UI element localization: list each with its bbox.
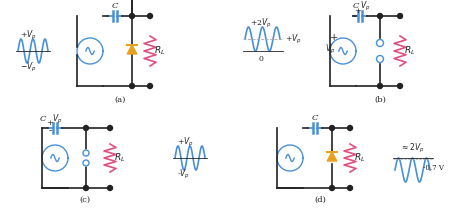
Circle shape <box>83 186 89 190</box>
Circle shape <box>398 14 402 19</box>
Text: (b): (b) <box>374 96 386 104</box>
Text: C: C <box>312 114 318 122</box>
Text: +2$V_p$: +2$V_p$ <box>250 17 272 30</box>
Text: $-V_p$: $-V_p$ <box>20 60 37 74</box>
Text: (d): (d) <box>314 196 326 204</box>
Circle shape <box>147 83 153 89</box>
Text: $R_L$: $R_L$ <box>404 45 416 57</box>
Circle shape <box>347 186 353 190</box>
Text: +$V_p$: +$V_p$ <box>285 33 302 45</box>
Text: +: + <box>330 33 338 41</box>
Polygon shape <box>327 152 337 161</box>
Circle shape <box>108 126 112 130</box>
Circle shape <box>377 14 383 19</box>
Text: C: C <box>353 2 359 10</box>
Text: $V_p$: $V_p$ <box>52 112 62 126</box>
Text: $V_p$: $V_p$ <box>325 42 335 56</box>
Circle shape <box>347 126 353 130</box>
Circle shape <box>398 83 402 89</box>
Text: $\approx 2V_p$: $\approx 2V_p$ <box>400 141 425 155</box>
Circle shape <box>83 150 89 156</box>
Text: C: C <box>40 115 46 123</box>
Text: C: C <box>112 2 118 10</box>
Text: +$V_p$: +$V_p$ <box>20 29 37 41</box>
Polygon shape <box>127 45 137 54</box>
Text: +: + <box>46 119 54 127</box>
Text: 0: 0 <box>258 55 264 63</box>
Text: (a): (a) <box>114 96 126 104</box>
Circle shape <box>83 160 89 166</box>
Circle shape <box>147 14 153 19</box>
Circle shape <box>129 83 135 89</box>
Text: +: + <box>355 7 362 15</box>
Text: -: - <box>48 126 52 136</box>
Text: $V_p$: $V_p$ <box>360 0 370 12</box>
Circle shape <box>329 186 335 190</box>
Circle shape <box>376 39 383 47</box>
Text: -$V_p$: -$V_p$ <box>177 167 190 181</box>
Circle shape <box>329 126 335 130</box>
Circle shape <box>377 83 383 89</box>
Circle shape <box>376 56 383 62</box>
Text: $R_L$: $R_L$ <box>114 152 126 164</box>
Text: $R_L$: $R_L$ <box>155 45 166 57</box>
Text: -0.7 V: -0.7 V <box>422 164 444 172</box>
Text: (c): (c) <box>80 196 91 204</box>
Text: $R_L$: $R_L$ <box>354 152 366 164</box>
Text: +$V_p$: +$V_p$ <box>177 135 194 149</box>
Circle shape <box>108 186 112 190</box>
Circle shape <box>83 126 89 130</box>
Circle shape <box>129 14 135 19</box>
